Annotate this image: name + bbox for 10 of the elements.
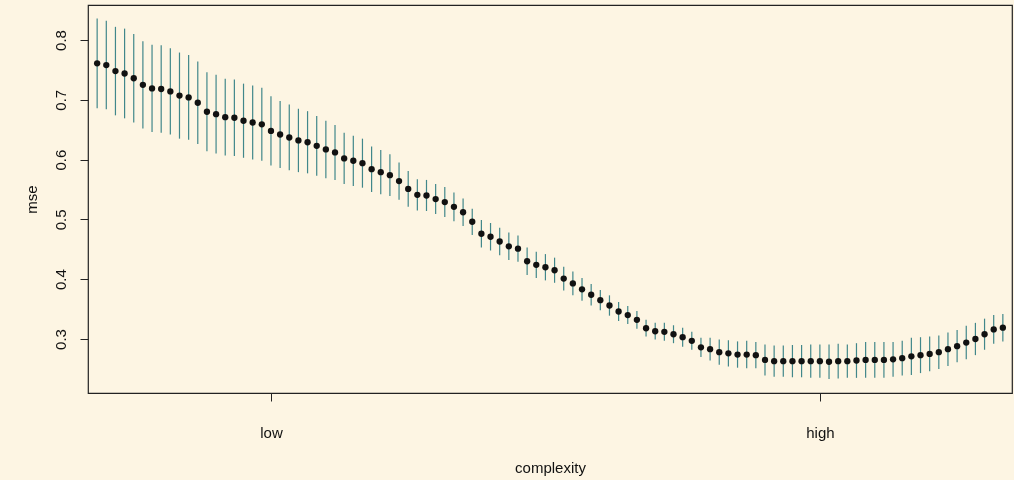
y-tick-label: 0.7 (51, 89, 69, 111)
y-tick-label: 0.3 (51, 329, 69, 350)
y-tick-label: 0.5 (51, 209, 69, 231)
y-tick-label: 0.6 (51, 149, 69, 171)
x-tick-label: high (806, 423, 835, 441)
x-tick-label: low (260, 423, 283, 441)
x-axis-title: complexity (515, 458, 587, 476)
y-axis-title: mse (22, 185, 40, 214)
y-tick-label: 0.4 (51, 269, 69, 291)
y-tick-label: 0.8 (51, 30, 69, 51)
